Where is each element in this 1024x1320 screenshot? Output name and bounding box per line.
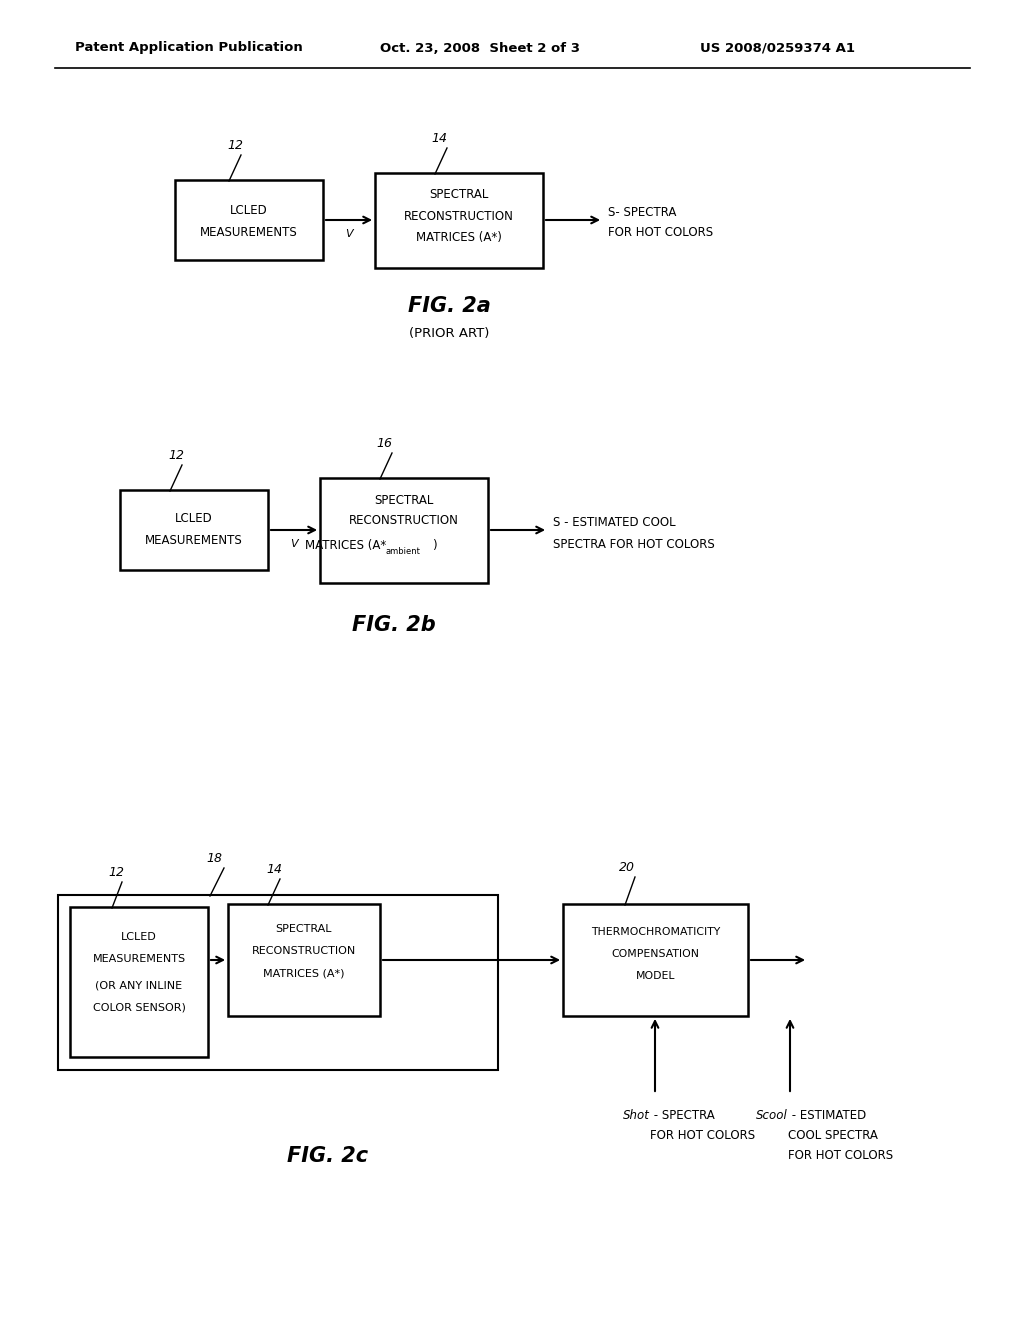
Text: - ESTIMATED: - ESTIMATED bbox=[788, 1109, 866, 1122]
Text: MATRICES (A*: MATRICES (A* bbox=[305, 540, 386, 553]
Text: Patent Application Publication: Patent Application Publication bbox=[75, 41, 303, 54]
Text: FOR HOT COLORS: FOR HOT COLORS bbox=[608, 227, 713, 239]
Text: US 2008/0259374 A1: US 2008/0259374 A1 bbox=[700, 41, 855, 54]
Text: MEASUREMENTS: MEASUREMENTS bbox=[92, 954, 185, 964]
Text: MATRICES (A*): MATRICES (A*) bbox=[263, 968, 345, 978]
Text: 12: 12 bbox=[108, 866, 124, 879]
Text: Scool: Scool bbox=[757, 1109, 788, 1122]
Text: MODEL: MODEL bbox=[636, 972, 675, 981]
Text: (OR ANY INLINE: (OR ANY INLINE bbox=[95, 979, 182, 990]
Text: RECONSTRUCTION: RECONSTRUCTION bbox=[252, 946, 356, 956]
Text: Shot: Shot bbox=[624, 1109, 650, 1122]
Bar bbox=[58, 895, 498, 1071]
Text: (PRIOR ART): (PRIOR ART) bbox=[409, 326, 489, 339]
Bar bbox=[375, 173, 543, 268]
Text: MEASUREMENTS: MEASUREMENTS bbox=[200, 226, 298, 239]
Text: COMPENSATION: COMPENSATION bbox=[611, 949, 699, 960]
Text: 14: 14 bbox=[431, 132, 447, 145]
Text: 14: 14 bbox=[266, 863, 282, 876]
Text: THERMOCHROMATICITY: THERMOCHROMATICITY bbox=[591, 927, 720, 937]
Text: 12: 12 bbox=[227, 139, 243, 152]
Text: S- SPECTRA: S- SPECTRA bbox=[608, 206, 677, 219]
Text: FIG. 2c: FIG. 2c bbox=[288, 1146, 369, 1166]
Bar bbox=[319, 478, 488, 583]
Text: 20: 20 bbox=[618, 861, 635, 874]
Text: 16: 16 bbox=[376, 437, 392, 450]
Text: LCLED: LCLED bbox=[175, 511, 213, 524]
Text: S - ESTIMATED COOL: S - ESTIMATED COOL bbox=[553, 516, 676, 528]
Text: MEASUREMENTS: MEASUREMENTS bbox=[145, 533, 243, 546]
Text: SPECTRAL: SPECTRAL bbox=[375, 494, 434, 507]
Text: MATRICES (A*): MATRICES (A*) bbox=[416, 231, 502, 243]
Text: 12: 12 bbox=[168, 449, 184, 462]
Text: V: V bbox=[345, 228, 353, 239]
Text: ): ) bbox=[432, 540, 436, 553]
Bar bbox=[70, 907, 208, 1057]
Text: RECONSTRUCTION: RECONSTRUCTION bbox=[349, 515, 459, 528]
Bar bbox=[175, 180, 323, 260]
Text: - SPECTRA: - SPECTRA bbox=[650, 1109, 715, 1122]
Text: LCLED: LCLED bbox=[230, 203, 268, 216]
Text: COLOR SENSOR): COLOR SENSOR) bbox=[92, 1002, 185, 1012]
Text: V: V bbox=[290, 539, 298, 549]
Bar bbox=[563, 904, 748, 1016]
Bar bbox=[120, 490, 268, 570]
Text: 18: 18 bbox=[206, 851, 222, 865]
Text: ambient: ambient bbox=[386, 546, 421, 556]
Text: FIG. 2a: FIG. 2a bbox=[408, 296, 490, 315]
Text: FOR HOT COLORS: FOR HOT COLORS bbox=[650, 1129, 755, 1142]
Text: SPECTRA FOR HOT COLORS: SPECTRA FOR HOT COLORS bbox=[553, 537, 715, 550]
Text: FOR HOT COLORS: FOR HOT COLORS bbox=[788, 1148, 893, 1162]
Text: FIG. 2b: FIG. 2b bbox=[352, 615, 436, 635]
Text: COOL SPECTRA: COOL SPECTRA bbox=[788, 1129, 878, 1142]
Bar bbox=[228, 904, 380, 1016]
Text: LCLED: LCLED bbox=[121, 932, 157, 942]
Text: SPECTRAL: SPECTRAL bbox=[275, 924, 332, 935]
Text: SPECTRAL: SPECTRAL bbox=[429, 189, 488, 202]
Text: RECONSTRUCTION: RECONSTRUCTION bbox=[404, 210, 514, 223]
Text: Oct. 23, 2008  Sheet 2 of 3: Oct. 23, 2008 Sheet 2 of 3 bbox=[380, 41, 580, 54]
